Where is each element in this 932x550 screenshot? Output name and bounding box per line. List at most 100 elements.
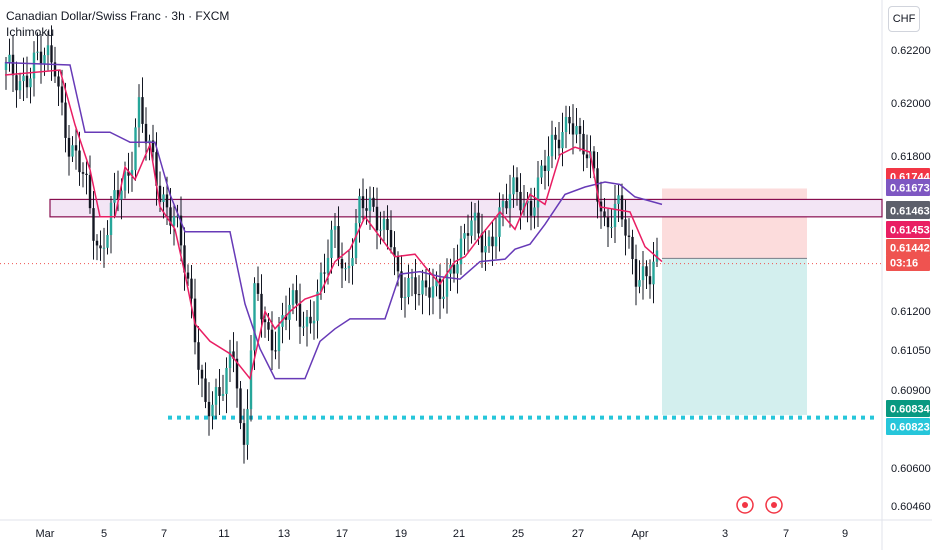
economic-event-icon — [765, 496, 783, 514]
candle — [85, 161, 88, 195]
candle-body — [88, 175, 92, 209]
candle-body — [109, 202, 113, 236]
price-tick-label: 0.61800 — [891, 151, 931, 163]
candle — [137, 84, 141, 148]
candle-body — [221, 393, 225, 396]
candle — [130, 151, 134, 192]
candle — [610, 208, 613, 239]
candle — [547, 136, 550, 187]
candle-body — [487, 236, 491, 247]
currency-button[interactable]: CHF — [888, 6, 920, 32]
candle-body — [561, 132, 564, 149]
candle-body — [253, 283, 256, 351]
candle — [386, 205, 389, 250]
candle — [179, 196, 183, 262]
candle-body — [326, 257, 330, 274]
candle-body — [116, 190, 120, 200]
candle — [372, 186, 375, 212]
price-tick-label: 0.61050 — [891, 345, 931, 357]
candle-body — [438, 278, 442, 299]
candle-body — [414, 277, 417, 295]
candle-body — [452, 264, 456, 274]
candle — [596, 152, 599, 219]
candle-body — [302, 326, 305, 328]
candle — [57, 70, 60, 107]
time-tick-label: 5 — [101, 528, 107, 540]
candle-body — [78, 150, 81, 173]
candle — [550, 120, 554, 169]
candle — [333, 213, 337, 248]
candle-body — [92, 208, 95, 241]
candle-body — [151, 140, 155, 153]
candle-body — [638, 280, 641, 287]
ichimoku-conversion-line — [4, 69, 663, 381]
candle — [95, 234, 99, 261]
candle — [543, 149, 547, 190]
candle-body — [263, 319, 267, 323]
candle — [330, 220, 333, 274]
candle-body — [22, 75, 25, 82]
candle-body — [60, 86, 64, 103]
candle-body — [424, 280, 428, 288]
candle-body — [417, 294, 421, 296]
candle-body — [645, 266, 648, 277]
candle — [221, 374, 225, 402]
candle-body — [235, 358, 239, 389]
candle — [109, 196, 113, 254]
candle — [470, 201, 473, 244]
candle-body — [389, 230, 393, 248]
candle — [134, 118, 137, 181]
candle — [575, 108, 578, 144]
candle-body — [25, 75, 29, 88]
candle-body — [207, 401, 211, 417]
candle — [389, 210, 393, 254]
candle-body — [470, 220, 473, 236]
time-tick-label: 3 — [722, 528, 728, 540]
candle — [239, 381, 242, 430]
candle-body — [113, 190, 116, 203]
candle — [274, 331, 277, 360]
candle — [438, 264, 442, 319]
time-tick-label: 27 — [572, 528, 584, 540]
candle-body — [508, 194, 512, 209]
candle-body — [232, 351, 235, 359]
indicator-label[interactable]: Ichimoku — [6, 25, 55, 39]
candle-body — [211, 404, 214, 417]
candle-body — [547, 156, 550, 171]
candle-body — [319, 272, 323, 292]
price-badge-conversion-line: 0.61453 — [886, 221, 930, 238]
candle-body — [197, 342, 200, 370]
economic-event-icon — [736, 496, 754, 514]
price-tick-label: 0.61200 — [891, 306, 931, 318]
price-badge-text: 0.61673 — [890, 183, 930, 195]
candle-body — [606, 217, 610, 228]
candle-body — [183, 245, 186, 273]
candle-body — [298, 303, 302, 327]
candle-body — [410, 277, 414, 279]
candle — [519, 173, 522, 230]
candle — [67, 125, 71, 176]
candle-body — [169, 207, 172, 226]
candle — [312, 301, 316, 340]
price-tick-label: 0.60600 — [891, 463, 931, 475]
time-tick-label: 19 — [395, 528, 407, 540]
candle — [382, 210, 386, 243]
candle — [526, 192, 529, 223]
candle — [445, 258, 449, 314]
take-profit-zone — [662, 258, 807, 415]
candle-body — [466, 233, 470, 236]
candle-body — [95, 240, 99, 246]
candle — [536, 160, 540, 228]
candle — [442, 276, 445, 309]
candle — [253, 277, 256, 371]
candle-body — [67, 137, 71, 157]
candle-body — [305, 316, 309, 327]
price-tick-label: 0.60460 — [891, 501, 931, 513]
candle-body — [396, 256, 400, 272]
candle — [452, 247, 456, 283]
candle-body — [270, 329, 274, 351]
candle — [127, 152, 130, 194]
candle — [494, 216, 498, 259]
symbol-title[interactable]: Canadian Dollar/Swiss Franc · 3h · FXCM — [6, 9, 230, 23]
